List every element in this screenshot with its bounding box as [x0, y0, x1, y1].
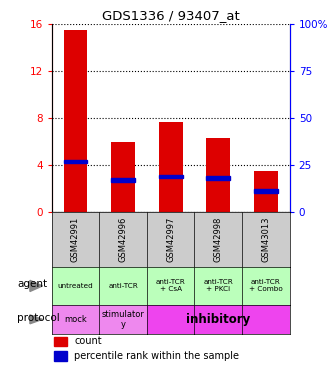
Text: GSM42991: GSM42991	[71, 217, 80, 262]
Bar	[206, 138, 230, 212]
Bar	[111, 178, 135, 182]
Text: anti-TCR
+ Combo: anti-TCR + Combo	[249, 279, 283, 292]
Text: GSM42996: GSM42996	[119, 217, 128, 262]
Bar	[254, 189, 278, 192]
Bar	[64, 30, 87, 212]
Text: inhibitory: inhibitory	[186, 313, 250, 326]
Bar	[111, 142, 135, 212]
Bar	[54, 336, 67, 346]
Title: GDS1336 / 93407_at: GDS1336 / 93407_at	[102, 9, 239, 22]
Text: anti-TCR
+ CsA: anti-TCR + CsA	[156, 279, 185, 292]
Polygon shape	[30, 280, 43, 291]
Text: stimulator
y: stimulator y	[102, 310, 145, 329]
Text: untreated: untreated	[58, 283, 93, 289]
Bar	[159, 122, 182, 212]
Text: percentile rank within the sample: percentile rank within the sample	[74, 351, 239, 361]
Text: GSM42998: GSM42998	[214, 217, 223, 262]
Text: protocol: protocol	[17, 313, 60, 323]
Bar	[206, 176, 230, 180]
Bar	[254, 171, 278, 212]
Text: GSM42997: GSM42997	[166, 217, 175, 262]
Bar	[64, 160, 87, 163]
Text: anti-TCR
+ PKCi: anti-TCR + PKCi	[203, 279, 233, 292]
Text: mock: mock	[64, 315, 87, 324]
Text: GSM43013: GSM43013	[261, 217, 270, 262]
Bar	[159, 175, 182, 178]
Polygon shape	[30, 315, 43, 324]
Text: agent: agent	[17, 279, 47, 289]
Text: anti-TCR: anti-TCR	[108, 283, 138, 289]
Text: count: count	[74, 336, 102, 346]
Bar	[54, 351, 67, 361]
